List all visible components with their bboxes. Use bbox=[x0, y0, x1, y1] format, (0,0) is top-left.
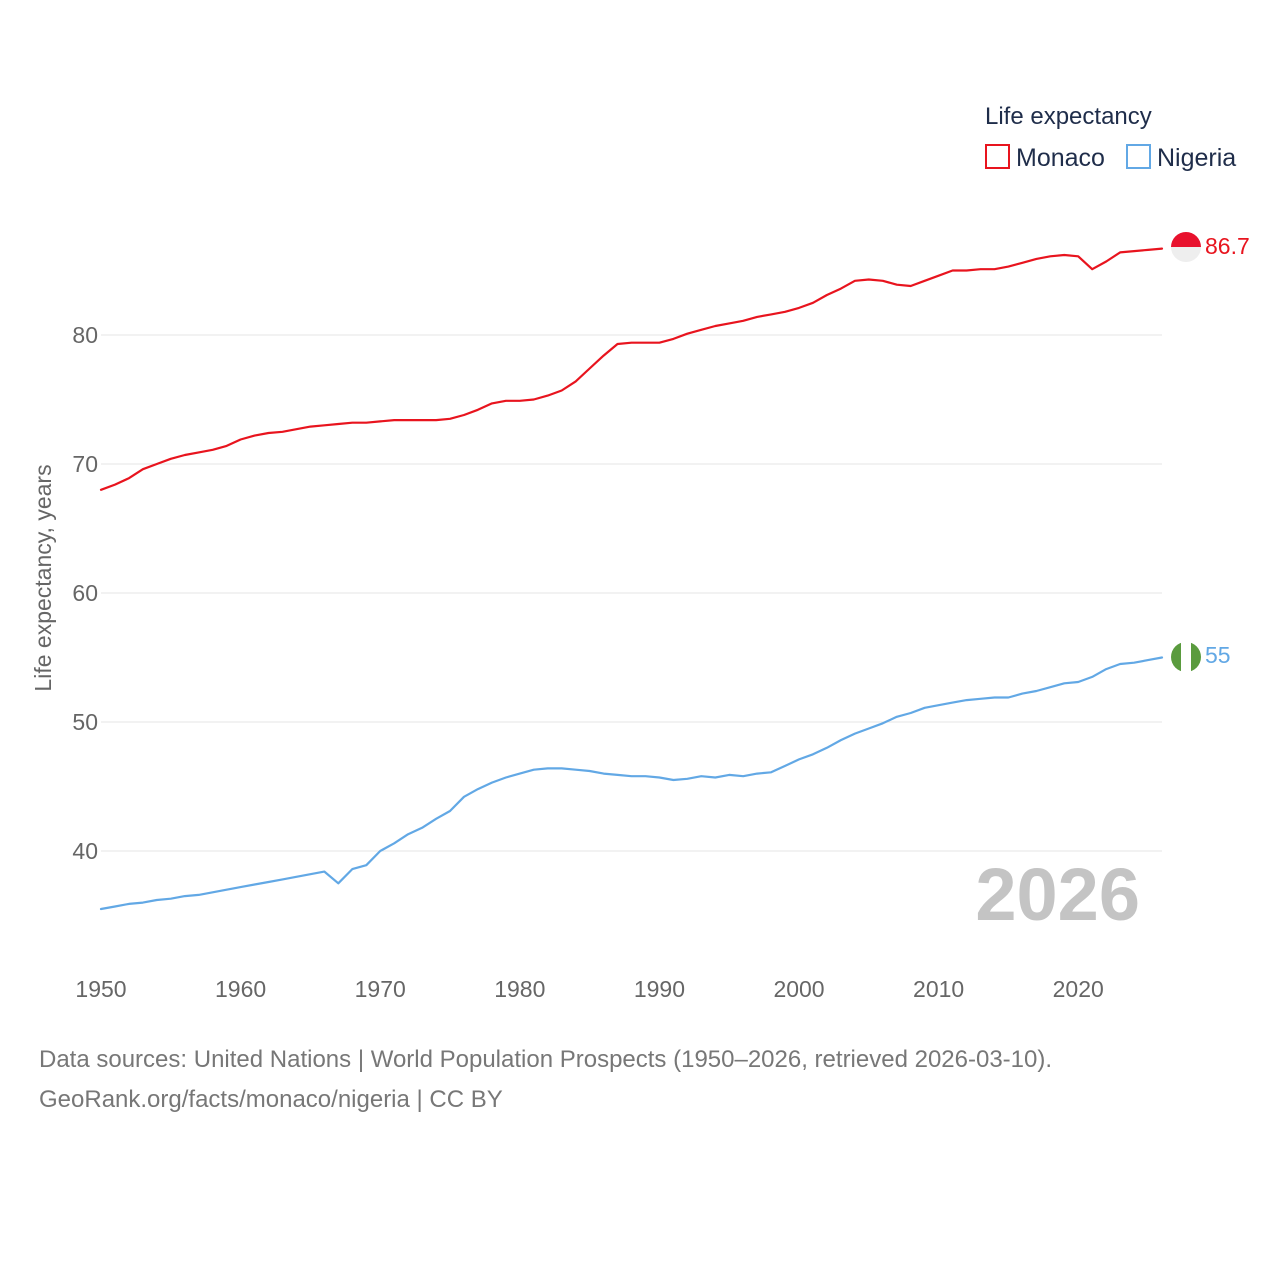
x-tick-label: 1960 bbox=[215, 976, 266, 1002]
y-tick-label: 80 bbox=[72, 322, 98, 348]
nigeria-flag-icon bbox=[1171, 642, 1201, 672]
y-tick-label: 50 bbox=[72, 709, 98, 735]
series-line-nigeria[interactable] bbox=[99, 656, 1164, 911]
monaco-flag-icon bbox=[1171, 232, 1201, 262]
legend-label-nigeria: Nigeria bbox=[1157, 144, 1236, 172]
y-axis: 40 50 60 70 80 bbox=[72, 322, 98, 864]
y-tick-label: 70 bbox=[72, 451, 98, 477]
y-tick-label: 60 bbox=[72, 580, 98, 606]
year-watermark: 2026 bbox=[975, 853, 1140, 936]
monaco-end-label: 86.7 bbox=[1205, 233, 1250, 259]
series-lines bbox=[99, 247, 1164, 911]
series-line-monaco[interactable] bbox=[99, 247, 1164, 491]
footer-link[interactable]: GeoRank.org/facts/monaco/nigeria | CC BY bbox=[39, 1086, 503, 1113]
x-tick-label: 1980 bbox=[494, 976, 545, 1002]
nigeria-end-label: 55 bbox=[1205, 642, 1231, 668]
x-axis: 1950 1960 1970 1980 1990 2000 2010 2020 bbox=[75, 976, 1103, 1002]
y-tick-label: 40 bbox=[72, 838, 98, 864]
legend-swatch-nigeria bbox=[1126, 144, 1151, 169]
x-tick-label: 2000 bbox=[773, 976, 824, 1002]
x-tick-label: 1990 bbox=[634, 976, 685, 1002]
footer: Data sources: United Nations | World Pop… bbox=[39, 1040, 1052, 1120]
legend-title: Life expectancy bbox=[985, 103, 1152, 130]
legend-item-monaco[interactable]: Monaco bbox=[985, 144, 1105, 172]
life-expectancy-chart: 40 50 60 70 80 1950 1960 1970 1980 1990 2000 2010 2… bbox=[30, 103, 1250, 1002]
y-axis-title: Life expectancy, years bbox=[30, 464, 56, 691]
grid bbox=[101, 334, 1162, 852]
legend-item-nigeria[interactable]: Nigeria bbox=[1126, 144, 1236, 172]
x-tick-label: 2020 bbox=[1053, 976, 1104, 1002]
x-tick-label: 1950 bbox=[75, 976, 126, 1002]
legend: Life expectancy Monaco Nigeria bbox=[985, 103, 1236, 172]
x-tick-label: 1970 bbox=[355, 976, 406, 1002]
footer-sources: Data sources: United Nations | World Pop… bbox=[39, 1046, 1053, 1073]
x-tick-label: 2010 bbox=[913, 976, 964, 1002]
legend-swatch-monaco bbox=[985, 144, 1010, 169]
legend-label-monaco: Monaco bbox=[1016, 144, 1105, 172]
